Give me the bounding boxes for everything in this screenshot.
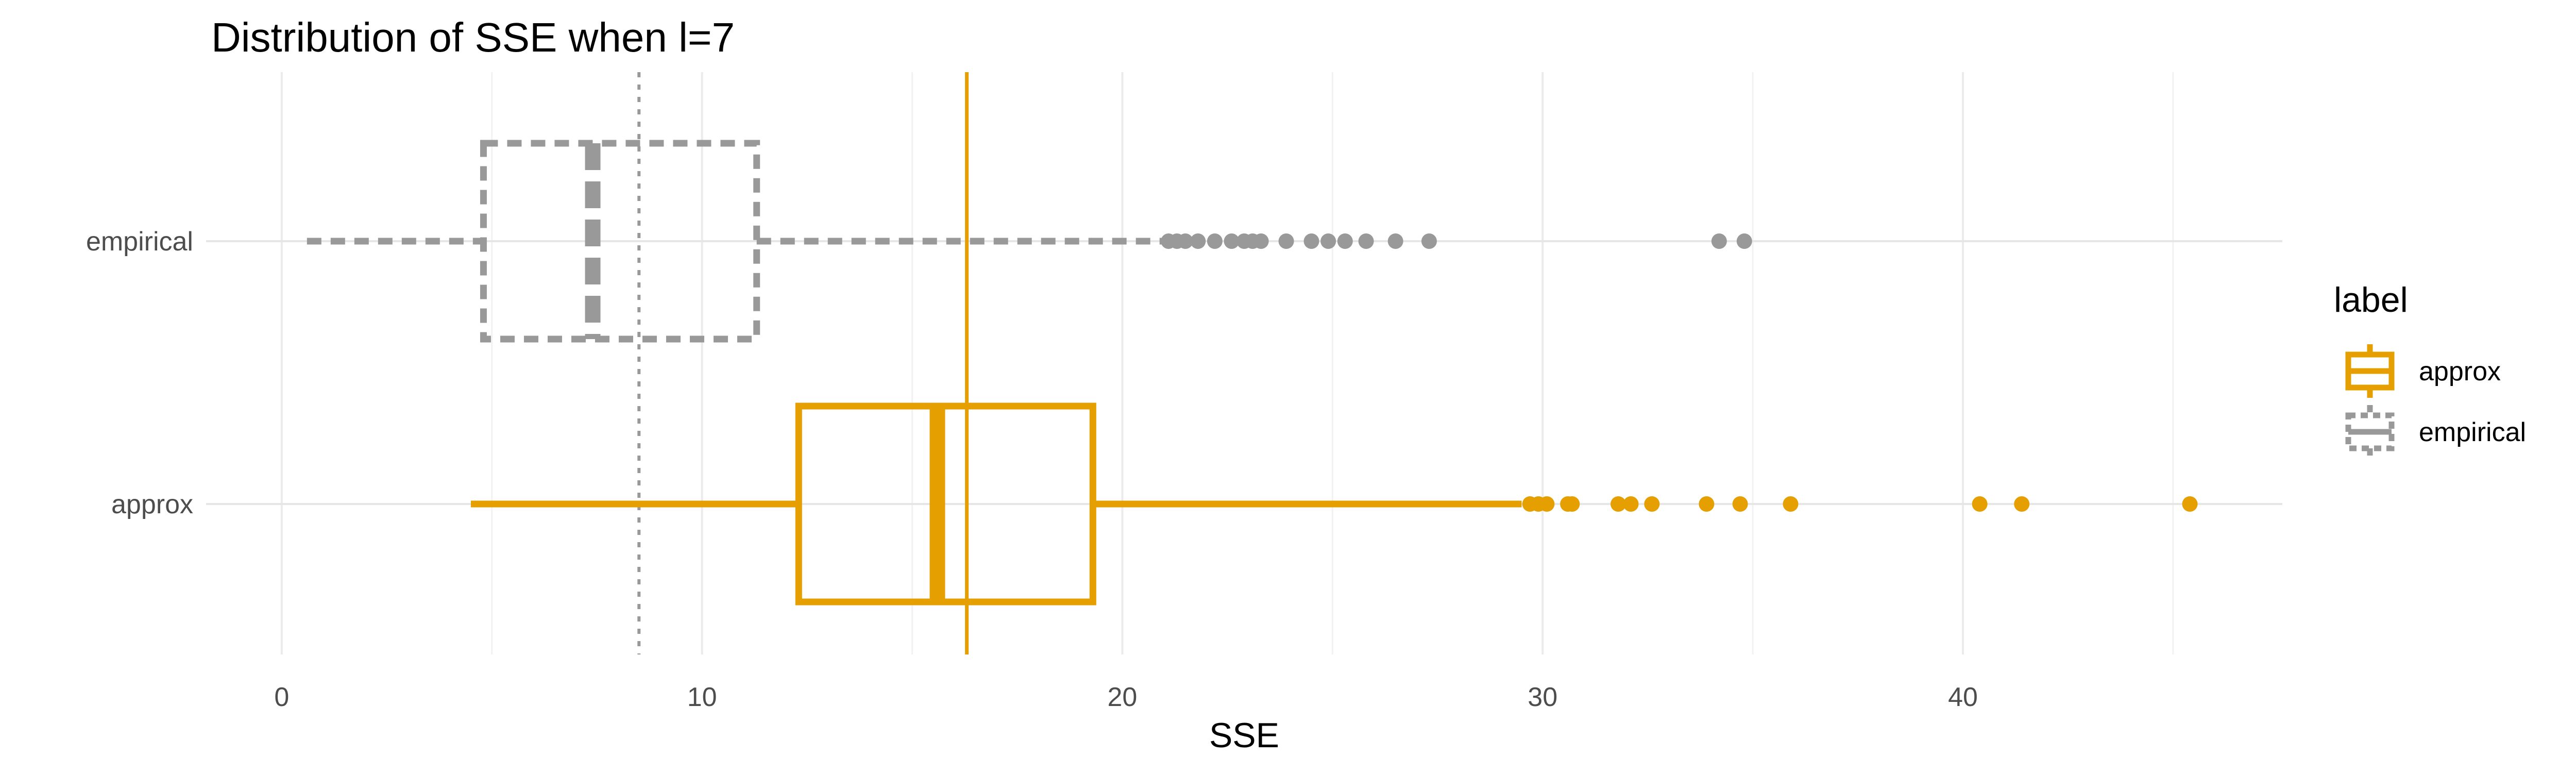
outlier-point — [1358, 233, 1374, 249]
x-tick-labels: 0 10 20 30 40 — [274, 682, 1978, 712]
outlier-point — [1320, 233, 1336, 249]
outlier-point — [1207, 233, 1223, 249]
legend-key-empirical — [2345, 405, 2395, 459]
outlier-point — [1611, 496, 1626, 512]
outlier-point — [1337, 233, 1353, 249]
x-tick-label: 20 — [1107, 682, 1137, 712]
outlier-point — [1623, 496, 1639, 512]
outlier-point — [1190, 233, 1206, 249]
y-tick-label-approx: approx — [111, 490, 193, 519]
legend-label-approx: approx — [2419, 357, 2501, 386]
outlier-point — [1539, 496, 1555, 512]
outlier-point — [1177, 233, 1193, 249]
outlier-point — [1972, 496, 1988, 512]
outlier-point — [2014, 496, 2030, 512]
legend-key-approx — [2345, 344, 2395, 398]
outlier-point — [1711, 233, 1727, 249]
x-axis-title: SSE — [1209, 716, 1279, 755]
y-tick-label-empirical: empirical — [86, 227, 193, 257]
outlier-point — [1699, 496, 1715, 512]
outlier-point — [1644, 496, 1660, 512]
boxplots — [307, 140, 2198, 606]
outlier-point — [2182, 496, 2198, 512]
outlier-point — [1224, 233, 1240, 249]
box-iqr — [795, 402, 1096, 606]
boxplot-empirical — [307, 140, 1752, 343]
x-tick-label: 30 — [1528, 682, 1557, 712]
outlier-point — [1253, 233, 1269, 249]
grid-layer — [206, 72, 2282, 654]
outlier-point — [1303, 233, 1319, 249]
x-tick-label: 0 — [274, 682, 289, 712]
legend-label-empirical: empirical — [2419, 417, 2526, 447]
outlier-point — [1387, 233, 1403, 249]
reference-lines — [637, 72, 969, 654]
outlier-point — [1564, 496, 1580, 512]
legend: label approx empirical — [2334, 280, 2526, 459]
outlier-point — [1421, 233, 1437, 249]
legend-title: label — [2334, 280, 2408, 320]
outlier-point — [1783, 496, 1799, 512]
x-tick-label: 10 — [687, 682, 717, 712]
outlier-point — [1278, 233, 1294, 249]
outlier-point — [1732, 496, 1748, 512]
boxplot-approx — [470, 402, 2198, 606]
box-iqr — [480, 140, 760, 343]
x-tick-label: 40 — [1948, 682, 1978, 712]
chart-title: Distribution of SSE when l=7 — [211, 14, 735, 60]
outlier-point — [1736, 233, 1752, 249]
y-tick-labels: empirical approx — [86, 227, 193, 519]
